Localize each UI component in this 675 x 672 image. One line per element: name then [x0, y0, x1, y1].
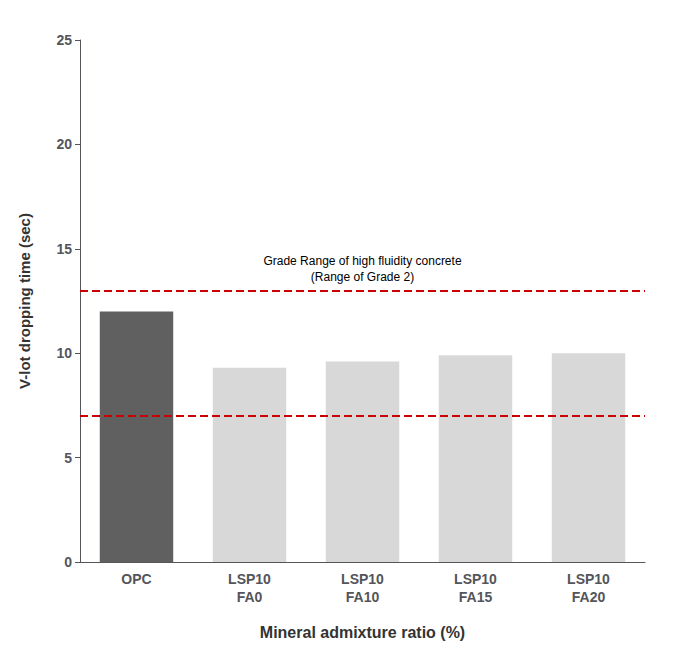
svg-text:Mineral admixture ratio (%): Mineral admixture ratio (%) [260, 624, 465, 641]
svg-text:LSP10: LSP10 [567, 571, 610, 587]
svg-text:Grade Range of high fluidity c: Grade Range of high fluidity concrete [263, 254, 461, 268]
svg-text:OPC: OPC [121, 571, 151, 587]
svg-text:5: 5 [64, 450, 72, 466]
svg-text:FA10: FA10 [346, 589, 380, 605]
svg-text:15: 15 [56, 241, 72, 257]
svg-text:LSP10: LSP10 [228, 571, 271, 587]
svg-text:LSP10: LSP10 [341, 571, 384, 587]
svg-text:20: 20 [56, 136, 72, 152]
svg-text:LSP10: LSP10 [454, 571, 497, 587]
svg-text:FA0: FA0 [237, 589, 263, 605]
svg-text:25: 25 [56, 32, 72, 48]
svg-text:0: 0 [64, 554, 72, 570]
svg-text:10: 10 [56, 345, 72, 361]
svg-text:FA20: FA20 [572, 589, 606, 605]
svg-text:(Range of Grade 2): (Range of Grade 2) [311, 270, 414, 284]
svg-text:V-lot dropping time (sec): V-lot dropping time (sec) [16, 213, 33, 389]
svg-text:FA15: FA15 [459, 589, 493, 605]
